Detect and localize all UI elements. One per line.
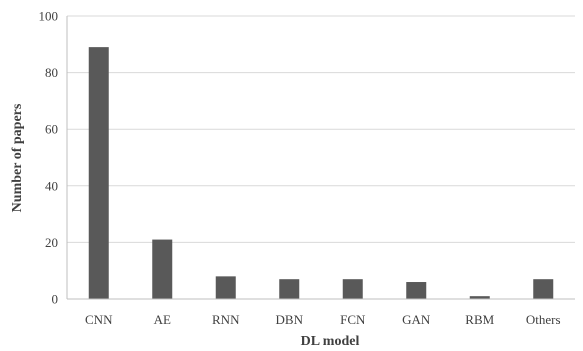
y-axis-title: Number of papers — [10, 103, 25, 212]
x-axis-title: DL model — [301, 334, 360, 349]
bar-gan — [406, 282, 427, 299]
x-tick-label: GAN — [402, 312, 431, 327]
y-tick-label: 20 — [45, 235, 58, 250]
x-tick-label: FCN — [340, 312, 366, 327]
x-tick-label: AE — [154, 312, 171, 327]
bar-fcn — [342, 279, 363, 299]
x-tick-labels: CNN AE RNN DBN FCN GAN RBM Others — [85, 312, 561, 327]
bar-dbn — [279, 279, 300, 299]
y-tick-label: 80 — [45, 65, 58, 80]
gridlines — [67, 15, 575, 243]
bar-ae — [152, 239, 173, 299]
x-tick-label: CNN — [85, 312, 113, 327]
y-tick-label: 0 — [52, 292, 59, 307]
x-tick-label: RBM — [465, 312, 494, 327]
bar-rnn — [215, 276, 236, 299]
x-tick-label: RNN — [212, 312, 240, 327]
y-tick-labels: 0 20 40 60 80 100 — [39, 9, 59, 307]
bar-others — [533, 279, 554, 299]
axes — [66, 16, 575, 300]
bar-cnn — [88, 47, 109, 299]
y-tick-label: 100 — [39, 9, 59, 24]
y-tick-label: 60 — [45, 122, 58, 137]
y-tick-label: 40 — [45, 178, 58, 193]
x-tick-label: Others — [526, 312, 561, 327]
x-tick-label: DBN — [276, 312, 304, 327]
bar-rbm — [469, 296, 490, 299]
bars — [88, 47, 554, 299]
